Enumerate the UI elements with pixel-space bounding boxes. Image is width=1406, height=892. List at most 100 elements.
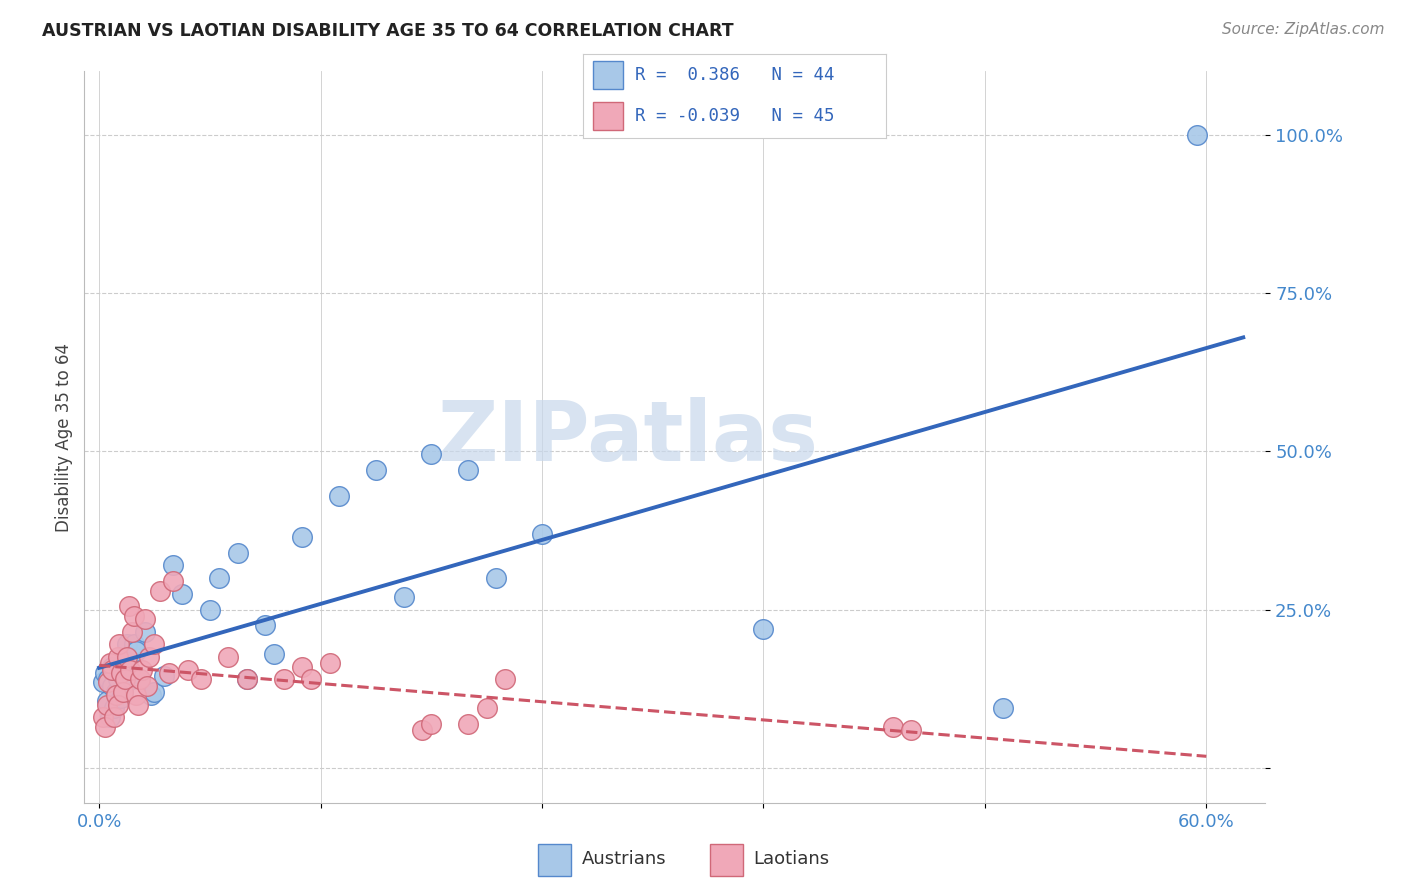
Point xyxy=(134,624,156,639)
Point xyxy=(122,609,145,624)
Point xyxy=(149,583,172,598)
Point xyxy=(96,698,118,712)
Point xyxy=(162,558,184,573)
Point xyxy=(97,675,120,690)
Point xyxy=(127,698,149,712)
Point xyxy=(138,650,160,665)
Point xyxy=(122,638,145,652)
Point xyxy=(104,685,127,699)
Text: Austrians: Austrians xyxy=(582,849,666,868)
Point xyxy=(273,673,295,687)
Point xyxy=(98,710,121,724)
Point xyxy=(157,665,180,680)
Text: R = -0.039   N = 45: R = -0.039 N = 45 xyxy=(636,107,834,125)
Point xyxy=(420,716,443,731)
Point xyxy=(107,673,129,687)
Point xyxy=(457,463,479,477)
Point xyxy=(128,673,150,687)
Point xyxy=(172,587,194,601)
Point xyxy=(475,701,498,715)
FancyBboxPatch shape xyxy=(592,102,623,130)
Point xyxy=(235,673,259,687)
Point xyxy=(993,701,1015,715)
Point xyxy=(128,673,150,687)
Point xyxy=(263,647,285,661)
Point xyxy=(96,694,118,708)
Point xyxy=(115,650,138,665)
Point xyxy=(291,530,314,544)
FancyBboxPatch shape xyxy=(537,844,571,876)
FancyBboxPatch shape xyxy=(710,844,744,876)
Text: AUSTRIAN VS LAOTIAN DISABILITY AGE 35 TO 64 CORRELATION CHART: AUSTRIAN VS LAOTIAN DISABILITY AGE 35 TO… xyxy=(42,22,734,40)
Point xyxy=(217,650,239,665)
Point xyxy=(143,638,166,652)
Text: Laotians: Laotians xyxy=(754,849,830,868)
Point xyxy=(125,644,148,658)
Point xyxy=(101,679,124,693)
Point xyxy=(291,659,314,673)
Point xyxy=(392,590,415,604)
Point xyxy=(485,571,508,585)
Point xyxy=(235,673,259,687)
Point xyxy=(91,710,114,724)
Point xyxy=(121,673,143,687)
Point xyxy=(299,673,322,687)
Point xyxy=(107,698,129,712)
Point xyxy=(162,574,184,589)
Point xyxy=(198,602,221,616)
Point xyxy=(112,685,135,699)
Point xyxy=(900,723,922,737)
Point xyxy=(108,659,131,673)
Point xyxy=(103,701,125,715)
Point xyxy=(93,665,115,680)
Point xyxy=(98,657,121,671)
Point xyxy=(143,685,166,699)
Point xyxy=(101,663,124,677)
Point xyxy=(125,688,148,702)
Point xyxy=(104,688,127,702)
Y-axis label: Disability Age 35 to 64: Disability Age 35 to 64 xyxy=(55,343,73,532)
Point xyxy=(110,665,132,680)
Point xyxy=(364,463,387,477)
Point xyxy=(328,489,350,503)
Point xyxy=(97,673,120,687)
Point xyxy=(91,675,114,690)
Point xyxy=(118,650,141,665)
Point xyxy=(411,723,433,737)
Point xyxy=(254,618,277,632)
Text: ZIPatlas: ZIPatlas xyxy=(437,397,818,477)
Point xyxy=(108,638,131,652)
Point xyxy=(112,685,135,699)
Point xyxy=(114,653,136,667)
Point xyxy=(1185,128,1208,142)
Text: Source: ZipAtlas.com: Source: ZipAtlas.com xyxy=(1222,22,1385,37)
Point xyxy=(208,571,231,585)
Point xyxy=(103,710,125,724)
Point xyxy=(531,526,554,541)
Point xyxy=(190,673,212,687)
Point xyxy=(420,448,443,462)
Point xyxy=(882,720,904,734)
Point xyxy=(152,669,174,683)
Point xyxy=(121,624,143,639)
Point xyxy=(752,622,775,636)
Point xyxy=(120,665,142,680)
Point xyxy=(457,716,479,731)
Point xyxy=(101,659,124,673)
Point xyxy=(114,673,136,687)
Point xyxy=(136,679,159,693)
Point xyxy=(319,657,342,671)
Point xyxy=(131,663,153,677)
Point xyxy=(110,691,132,706)
Point xyxy=(120,663,142,677)
Point xyxy=(139,688,162,702)
Point xyxy=(177,663,200,677)
Point xyxy=(226,546,249,560)
Point xyxy=(494,673,516,687)
Point xyxy=(118,599,141,614)
Text: R =  0.386   N = 44: R = 0.386 N = 44 xyxy=(636,66,834,84)
Point xyxy=(107,650,129,665)
Point xyxy=(134,612,156,626)
Point xyxy=(93,720,115,734)
FancyBboxPatch shape xyxy=(592,62,623,89)
